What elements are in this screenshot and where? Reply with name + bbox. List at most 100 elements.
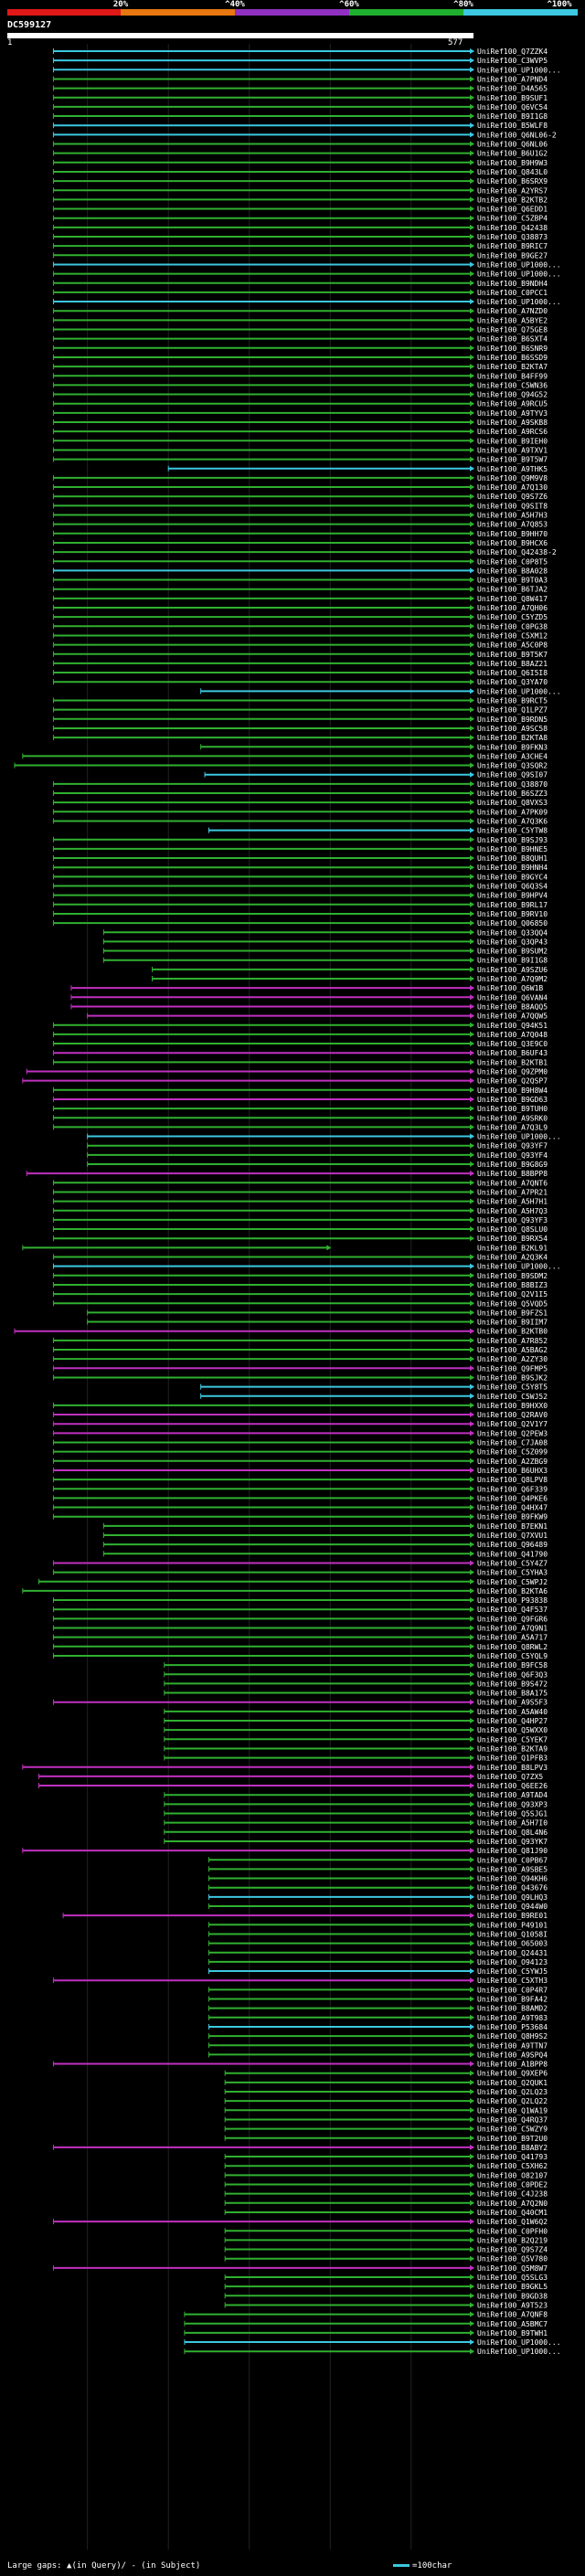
hit-row[interactable]: UniRef100_B4FF99: [52, 372, 548, 380]
hit-row[interactable]: UniRef100_B6U1G2: [52, 150, 548, 158]
hit-row[interactable]: UniRef100_Q1058I: [207, 1930, 548, 1938]
hit-row[interactable]: UniRef100_B7EKN1: [102, 1522, 548, 1531]
hit-row[interactable]: UniRef100_C5XH62: [224, 2162, 548, 2170]
hit-row[interactable]: UniRef100_B9GD38: [224, 2292, 548, 2300]
hit-row[interactable]: UniRef100_Q6I5I8: [52, 669, 548, 677]
hit-row[interactable]: UniRef100_A9SBE5: [207, 1865, 548, 1873]
hit-row[interactable]: UniRef100_A5C0P8: [52, 641, 548, 650]
hit-row[interactable]: UniRef100_A5AW40: [164, 1708, 548, 1716]
hit-row[interactable]: UniRef100_B9HH70: [52, 530, 548, 538]
hit-row[interactable]: UniRef100_A5H7H1: [52, 1198, 548, 1206]
hit-row[interactable]: UniRef100_A5H7Q3: [52, 1207, 548, 1215]
hit-row[interactable]: UniRef100_B9I1G8: [102, 957, 548, 965]
hit-row[interactable]: UniRef100_O82107: [224, 2171, 548, 2179]
hit-row[interactable]: UniRef100_C0P4R7: [207, 1986, 548, 1994]
hit-row[interactable]: UniRef100_UP1000...: [184, 2348, 561, 2356]
hit-row[interactable]: UniRef100_Q41790: [102, 1550, 548, 1558]
hit-row[interactable]: UniRef100_B9GYC4: [52, 873, 548, 881]
hit-row[interactable]: UniRef100_B8BPP8: [26, 1170, 548, 1178]
hit-row[interactable]: UniRef100_C0PG38: [52, 622, 548, 631]
hit-row[interactable]: UniRef100_B6SSD9: [52, 354, 548, 362]
hit-row[interactable]: UniRef100_Q9LHQ3: [207, 1893, 548, 1902]
hit-row[interactable]: UniRef100_B8ABY2: [52, 2144, 548, 2152]
hit-row[interactable]: UniRef100_A5BYE2: [52, 316, 548, 324]
hit-row[interactable]: UniRef100_Q24431: [207, 1949, 548, 1957]
hit-row[interactable]: UniRef100_B9HXX0: [52, 1402, 548, 1410]
hit-row[interactable]: UniRef100_Q7ZX5: [38, 1773, 544, 1781]
hit-row[interactable]: UniRef100_A5BAG2: [52, 1346, 548, 1354]
hit-row[interactable]: UniRef100_B9GKL5: [224, 2283, 548, 2291]
hit-row[interactable]: UniRef100_B8QUH1: [52, 854, 548, 863]
hit-row[interactable]: UniRef100_Q6VC54: [52, 103, 548, 111]
hit-row[interactable]: UniRef100_B9T0A3: [52, 577, 548, 585]
hit-row[interactable]: UniRef100_Q6EE26: [38, 1782, 548, 1790]
hit-row[interactable]: UniRef100_B9NDH4: [52, 280, 548, 288]
hit-row[interactable]: UniRef100_B5WLF8: [52, 122, 548, 130]
hit-row[interactable]: UniRef100_B9HNE5: [52, 845, 548, 853]
hit-row[interactable]: UniRef100_B8AQQ5: [70, 1002, 548, 1011]
hit-row[interactable]: UniRef100_Q3SQR2: [14, 762, 548, 770]
hit-row[interactable]: UniRef100_Q4PKE6: [52, 1494, 548, 1502]
hit-row[interactable]: UniRef100_B9RDN5: [52, 716, 548, 724]
hit-row[interactable]: UniRef100_A7QNT6: [52, 1179, 548, 1187]
hit-row[interactable]: UniRef100_C5WJ52: [200, 1393, 548, 1401]
hit-row[interactable]: UniRef100_Q9SI07: [204, 771, 548, 779]
hit-row[interactable]: UniRef100_B2KL91: [22, 1244, 548, 1252]
hit-row[interactable]: UniRef100_Q42438: [52, 224, 548, 232]
hit-row[interactable]: UniRef100_Q81J90: [22, 1847, 548, 1855]
hit-row[interactable]: UniRef100_A5H7H3: [52, 512, 548, 520]
hit-row[interactable]: UniRef100_A9RCS6: [52, 428, 548, 436]
hit-row[interactable]: UniRef100_Q93YF3: [52, 1216, 548, 1224]
hit-row[interactable]: UniRef100_C5Z099: [52, 1448, 548, 1457]
hit-row[interactable]: UniRef100_B6UHX3: [52, 1467, 548, 1475]
hit-row[interactable]: UniRef100_C5YQL9: [52, 1652, 548, 1660]
hit-row[interactable]: UniRef100_B6UF43: [52, 1049, 548, 1057]
hit-row[interactable]: UniRef100_A2ZBG9: [52, 1458, 548, 1466]
hit-row[interactable]: UniRef100_Q3E9C0: [52, 1040, 548, 1048]
hit-row[interactable]: UniRef100_A9TYV3: [52, 409, 548, 418]
hit-row[interactable]: UniRef100_A9T983: [207, 2014, 548, 2022]
hit-row[interactable]: UniRef100_A7Q9M2: [151, 975, 548, 983]
hit-row[interactable]: UniRef100_B9FC58: [164, 1661, 548, 1670]
hit-row[interactable]: UniRef100_Q33QQ4: [102, 928, 548, 937]
hit-row[interactable]: UniRef100_B9TWH1: [184, 2329, 548, 2337]
hit-row[interactable]: UniRef100_B6SNR9: [52, 345, 548, 353]
hit-row[interactable]: UniRef100_A9SPQ4: [207, 2051, 548, 2059]
hit-row[interactable]: UniRef100_Q8RWL2: [52, 1643, 548, 1651]
hit-row[interactable]: UniRef100_Q38870: [52, 780, 548, 789]
hit-row[interactable]: UniRef100_Q1LPZ7: [52, 706, 548, 715]
hit-row[interactable]: UniRef100_A1BPP8: [52, 2061, 548, 2069]
hit-row[interactable]: UniRef100_Q6F3Q3: [164, 1670, 548, 1679]
hit-row[interactable]: UniRef100_A7QH06: [52, 604, 548, 612]
hit-row[interactable]: UniRef100_Q93YF4: [87, 1151, 548, 1160]
hit-row[interactable]: UniRef100_B9RE01: [62, 1912, 548, 1920]
hit-row[interactable]: UniRef100_B9HPV4: [52, 892, 548, 900]
hit-row[interactable]: UniRef100_B9S472: [164, 1680, 548, 1688]
hit-row[interactable]: UniRef100_B9GD63: [52, 1096, 548, 1104]
hit-row[interactable]: UniRef100_B9H8W4: [52, 1087, 548, 1095]
hit-row[interactable]: UniRef100_C0PCC1: [52, 289, 548, 297]
hit-row[interactable]: UniRef100_Q5VQD5: [52, 1299, 548, 1308]
hit-row[interactable]: UniRef100_A7NZD0: [52, 307, 548, 315]
hit-row[interactable]: UniRef100_Q94G52: [52, 391, 548, 399]
hit-row[interactable]: UniRef100_A7Q048: [52, 1031, 548, 1039]
hit-row[interactable]: UniRef100_C0PB67: [207, 1856, 548, 1864]
hit-row[interactable]: UniRef100_Q4RQ37: [224, 2115, 548, 2124]
hit-row[interactable]: UniRef100_Q9ZPM0: [26, 1068, 548, 1076]
hit-row[interactable]: UniRef100_Q6EDD1: [52, 206, 548, 214]
hit-row[interactable]: UniRef100_B9IIM7: [87, 1319, 548, 1327]
hit-row[interactable]: UniRef100_B9RL17: [52, 901, 548, 909]
hit-row[interactable]: UniRef100_UP1000...: [52, 298, 561, 306]
hit-row[interactable]: UniRef100_A9TTN7: [207, 2041, 548, 2050]
hit-row[interactable]: UniRef100_A5H7I0: [164, 1819, 548, 1828]
hit-row[interactable]: UniRef100_Q6F339: [52, 1485, 548, 1493]
hit-row[interactable]: UniRef100_Q94KH6: [207, 1875, 548, 1883]
hit-row[interactable]: UniRef100_C5XTH3: [52, 1977, 548, 1985]
hit-row[interactable]: UniRef100_B9GE27: [52, 251, 548, 260]
hit-row[interactable]: UniRef100_A7Q2N0: [224, 2200, 548, 2208]
hit-row[interactable]: UniRef100_B8BIZ3: [52, 1281, 548, 1289]
hit-row[interactable]: UniRef100_P93838: [52, 1596, 548, 1605]
hit-row[interactable]: UniRef100_Q38873: [52, 233, 548, 241]
hit-row[interactable]: UniRef100_Q41793: [224, 2153, 548, 2161]
hit-row[interactable]: UniRef100_B9FA42: [207, 1996, 548, 2004]
